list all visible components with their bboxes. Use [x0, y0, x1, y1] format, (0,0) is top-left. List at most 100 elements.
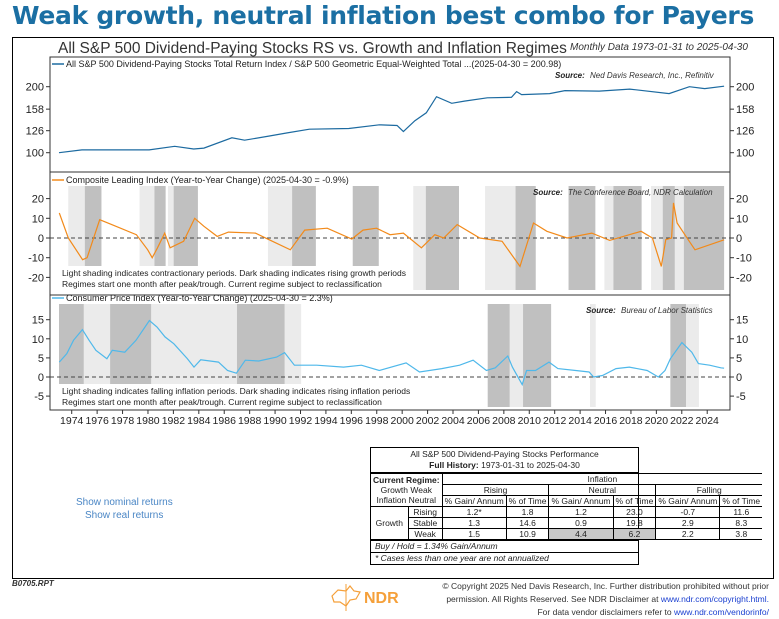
sub-gain: % Gain/ Annum — [441, 495, 507, 507]
headline: Weak growth, neutral inflation best comb… — [12, 1, 755, 30]
history-label: Full History: — [429, 460, 479, 470]
x-tick-label: 1988 — [238, 415, 262, 427]
cli-y-tick-label-right: 0 — [736, 233, 742, 245]
cli-light-shade-band — [68, 186, 85, 290]
table-header: All S&P 500 Dividend-Paying Stocks Perfo… — [371, 448, 638, 473]
cpi-y-tick-label-right: 5 — [736, 353, 742, 365]
inflation-note-line2: Regimes start one month after peak/troug… — [62, 397, 382, 407]
cpi-dark-shade-band — [487, 304, 510, 407]
history-range: 1973-01-31 to 2025-04-30 — [481, 460, 580, 470]
x-tick-label: 1984 — [187, 415, 211, 427]
cpi-source-label: Source: — [586, 306, 616, 315]
col-rising: Rising — [441, 484, 550, 496]
table-title: All S&P 500 Dividend-Paying Stocks Perfo… — [410, 449, 599, 459]
chart-title: All S&P 500 Dividend-Paying Stocks RS vs… — [58, 40, 567, 57]
sub-gain: % Gain/ Annum — [548, 495, 614, 507]
x-tick-label: 2000 — [390, 415, 414, 427]
ndr-logo: NDR — [328, 582, 408, 617]
cli-dark-shade-band — [515, 186, 536, 290]
table-row: Weak 1.5 10.9 4.4 6.2 2.2 3.8 — [371, 528, 763, 540]
rs-source: Ned Davis Research, Inc., Refinitiv — [590, 71, 715, 80]
cli-series-line — [58, 202, 725, 268]
sub-gain: % Gain/ Annum — [655, 495, 721, 507]
cell: 23.0 — [612, 506, 657, 518]
vendorinfo-link[interactable]: www.ndr.com/vendorinfo/ — [674, 607, 769, 617]
show-nominal-returns-link[interactable]: Show nominal returns — [76, 497, 173, 508]
col-neutral: Neutral — [548, 484, 657, 496]
rs-y-tick-label-right: 100 — [736, 148, 754, 160]
col-falling: Falling — [655, 484, 763, 496]
inflation-header: Inflation — [441, 473, 763, 485]
x-tick-label: 2004 — [441, 415, 465, 427]
cell: 1.5 — [441, 528, 507, 540]
rs-y-tick-label-left: 126 — [26, 126, 44, 138]
cli-y-tick-label-left: 10 — [32, 213, 44, 225]
x-tick-label: 2012 — [543, 415, 567, 427]
performance-table: All S&P 500 Dividend-Paying Stocks Perfo… — [370, 447, 763, 565]
x-tick-label: 1980 — [136, 415, 160, 427]
show-real-returns-link[interactable]: Show real returns — [85, 510, 164, 521]
cell: -0.7 — [655, 506, 721, 518]
regime-table: Current Regime: Growth Weak Inflation Neut… — [371, 473, 763, 540]
cli-y-tick-label-right: 10 — [736, 213, 748, 225]
x-tick-label: 2002 — [416, 415, 440, 427]
cpi-y-tick-label-left: 0 — [38, 372, 44, 384]
x-tick-label: 1982 — [162, 415, 186, 427]
x-tick-label: 1976 — [85, 415, 109, 427]
cpi-y-tick-label-right: 15 — [736, 315, 748, 327]
cell: 1.2* — [441, 506, 507, 518]
row-label: Weak — [407, 528, 443, 540]
table-row: Growth Rising 1.2* 1.8 1.2 23.0 -0.7 11.6 — [371, 506, 763, 540]
cell: 10.9 — [505, 528, 550, 540]
cpi-light-shade-band — [685, 304, 699, 407]
cpi-y-tick-label-left: 10 — [32, 334, 44, 346]
cpi-light-shade-band — [284, 304, 302, 407]
cpi-y-tick-label-right: 10 — [736, 334, 748, 346]
x-tick-label: 2016 — [594, 415, 618, 427]
current-regime-cell: 6.2 — [612, 528, 657, 540]
x-tick-label: 2022 — [670, 415, 694, 427]
cli-light-shade-band — [604, 186, 614, 290]
cell: 1.3 — [441, 517, 507, 529]
rs-y-tick-label-left: 158 — [26, 104, 44, 116]
row-label: Stable — [407, 517, 443, 529]
growth-note-line2: Regimes start one month after peak/troug… — [62, 279, 382, 289]
inflation-note-box — [57, 384, 422, 408]
bull-bear-icon: NDR — [331, 584, 399, 611]
x-tick-label: 2008 — [492, 415, 516, 427]
cpi-light-shade-band — [590, 304, 596, 407]
regime-inflation: Inflation Neutral — [376, 495, 437, 505]
cell: 0.9 — [548, 517, 614, 529]
x-tick-label: 2006 — [467, 415, 491, 427]
rs-y-tick-label-left: 200 — [26, 82, 44, 94]
cpi-y-tick-label-left: 15 — [32, 315, 44, 327]
rs-y-tick-label-right: 126 — [736, 126, 754, 138]
cli-light-shade-band — [413, 186, 426, 290]
x-tick-label: 2020 — [645, 415, 669, 427]
x-tick-label: 1978 — [111, 415, 135, 427]
table-row: Stable 1.3 14.6 0.9 19.8 2.9 8.3 — [371, 517, 763, 529]
footer-line3: For data vendor disclaimers refer to — [537, 607, 672, 617]
cpi-dark-shade-band — [523, 304, 552, 407]
x-tick-label: 2018 — [619, 415, 643, 427]
cpi-y-tick-label-right: -5 — [736, 391, 746, 403]
cpi-source: Bureau of Labor Statistics — [621, 306, 713, 315]
cpi-y-tick-label-left: -5 — [34, 391, 44, 403]
footnote: * Cases less than one year are not annua… — [371, 552, 638, 564]
cli-source-label: Source: — [533, 188, 563, 197]
cli-dark-shade-band — [154, 186, 166, 290]
rs-y-tick-label-right: 200 — [736, 82, 754, 94]
x-tick-label: 1992 — [289, 415, 313, 427]
buy-hold-note: Buy / Hold = 1.34% Gain/Annum — [371, 540, 638, 552]
x-tick-label: 2024 — [696, 415, 720, 427]
copyright-footer: © Copyright 2025 Ned Davis Research, Inc… — [442, 580, 769, 619]
copyright-link[interactable]: www.ndr.com/copyright.html. — [660, 594, 769, 604]
x-tick-label: 1998 — [365, 415, 389, 427]
rs-y-tick-label-left: 100 — [26, 148, 44, 160]
cpi-legend: Consumer Price Index (Year-to-Year Chang… — [66, 293, 333, 303]
x-tick-label: 1986 — [213, 415, 237, 427]
sub-time: % of Time — [719, 495, 763, 507]
x-tick-label: 1990 — [263, 415, 287, 427]
x-tick-label: 1996 — [340, 415, 364, 427]
